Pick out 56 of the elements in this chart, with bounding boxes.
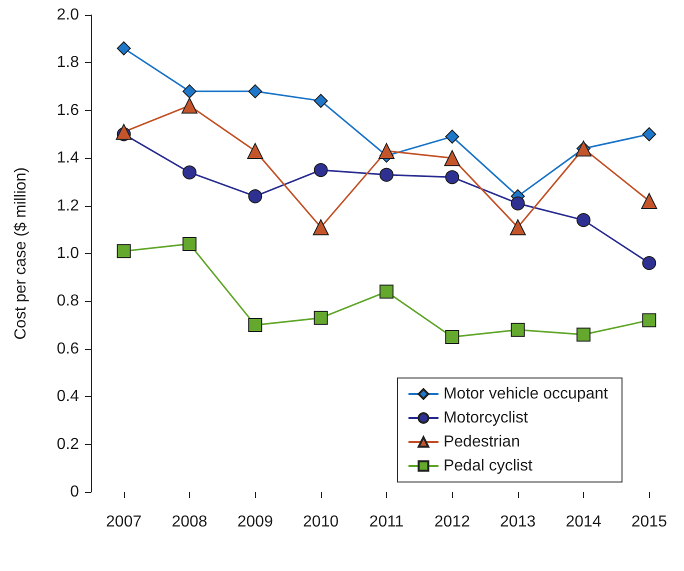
point [182, 236, 196, 251]
y-tick-label: 0.8 [56, 292, 80, 310]
point [247, 142, 264, 159]
point [116, 124, 132, 140]
x-tick-label: 2013 [500, 514, 536, 530]
y-tick-label: 1.6 [56, 102, 80, 119]
x-tick-label: 2009 [237, 514, 274, 530]
point [510, 322, 525, 337]
point [378, 142, 394, 159]
x-tick-label: 2015 [631, 514, 668, 530]
point [380, 284, 394, 299]
legend-label: Motorcyclist [443, 410, 528, 426]
y-tick-label: 1.4 [56, 150, 80, 167]
y-tick-label: 1.8 [56, 54, 80, 72]
x-tick-label: 2010 [303, 514, 339, 530]
x-tick-label: 2011 [369, 514, 404, 530]
point [445, 170, 460, 184]
point [510, 196, 525, 210]
point [314, 310, 328, 325]
legend-label: Pedal cyclist [443, 458, 533, 474]
point [116, 244, 131, 258]
point [248, 189, 262, 204]
y-tick-label: 2.0 [56, 6, 80, 24]
point [445, 330, 460, 344]
x-tick-label: 2008 [172, 514, 208, 530]
point [182, 98, 198, 114]
point [248, 318, 262, 332]
y-tick-label: 0.6 [56, 340, 80, 358]
point [576, 213, 590, 228]
point [248, 84, 262, 98]
legend-label: Motor vehicle occupant [443, 386, 609, 402]
point [641, 193, 658, 210]
point [182, 165, 196, 180]
point [380, 168, 394, 182]
y-tick-label: 0 [70, 484, 80, 500]
point [444, 150, 460, 166]
x-tick-label: 2014 [566, 514, 602, 530]
y-tick-label: 1.2 [56, 197, 80, 214]
point [312, 219, 329, 236]
legend-label: Pedestrian [443, 434, 520, 450]
point [182, 84, 196, 98]
y-axis-title: Cost per case ($ million) [12, 167, 30, 340]
point [642, 313, 656, 328]
point [445, 130, 460, 144]
y-tick-label: 1.0 [56, 245, 80, 262]
point [642, 256, 656, 270]
point [642, 127, 656, 142]
point [576, 328, 590, 342]
point [510, 219, 526, 236]
point [314, 163, 328, 178]
x-tick-label: 2012 [434, 514, 470, 530]
point [314, 94, 328, 108]
y-tick-label: 0.4 [56, 388, 80, 406]
x-tick-label: 2007 [106, 514, 142, 530]
point [116, 41, 131, 56]
y-tick-label: 0.2 [56, 436, 80, 453]
